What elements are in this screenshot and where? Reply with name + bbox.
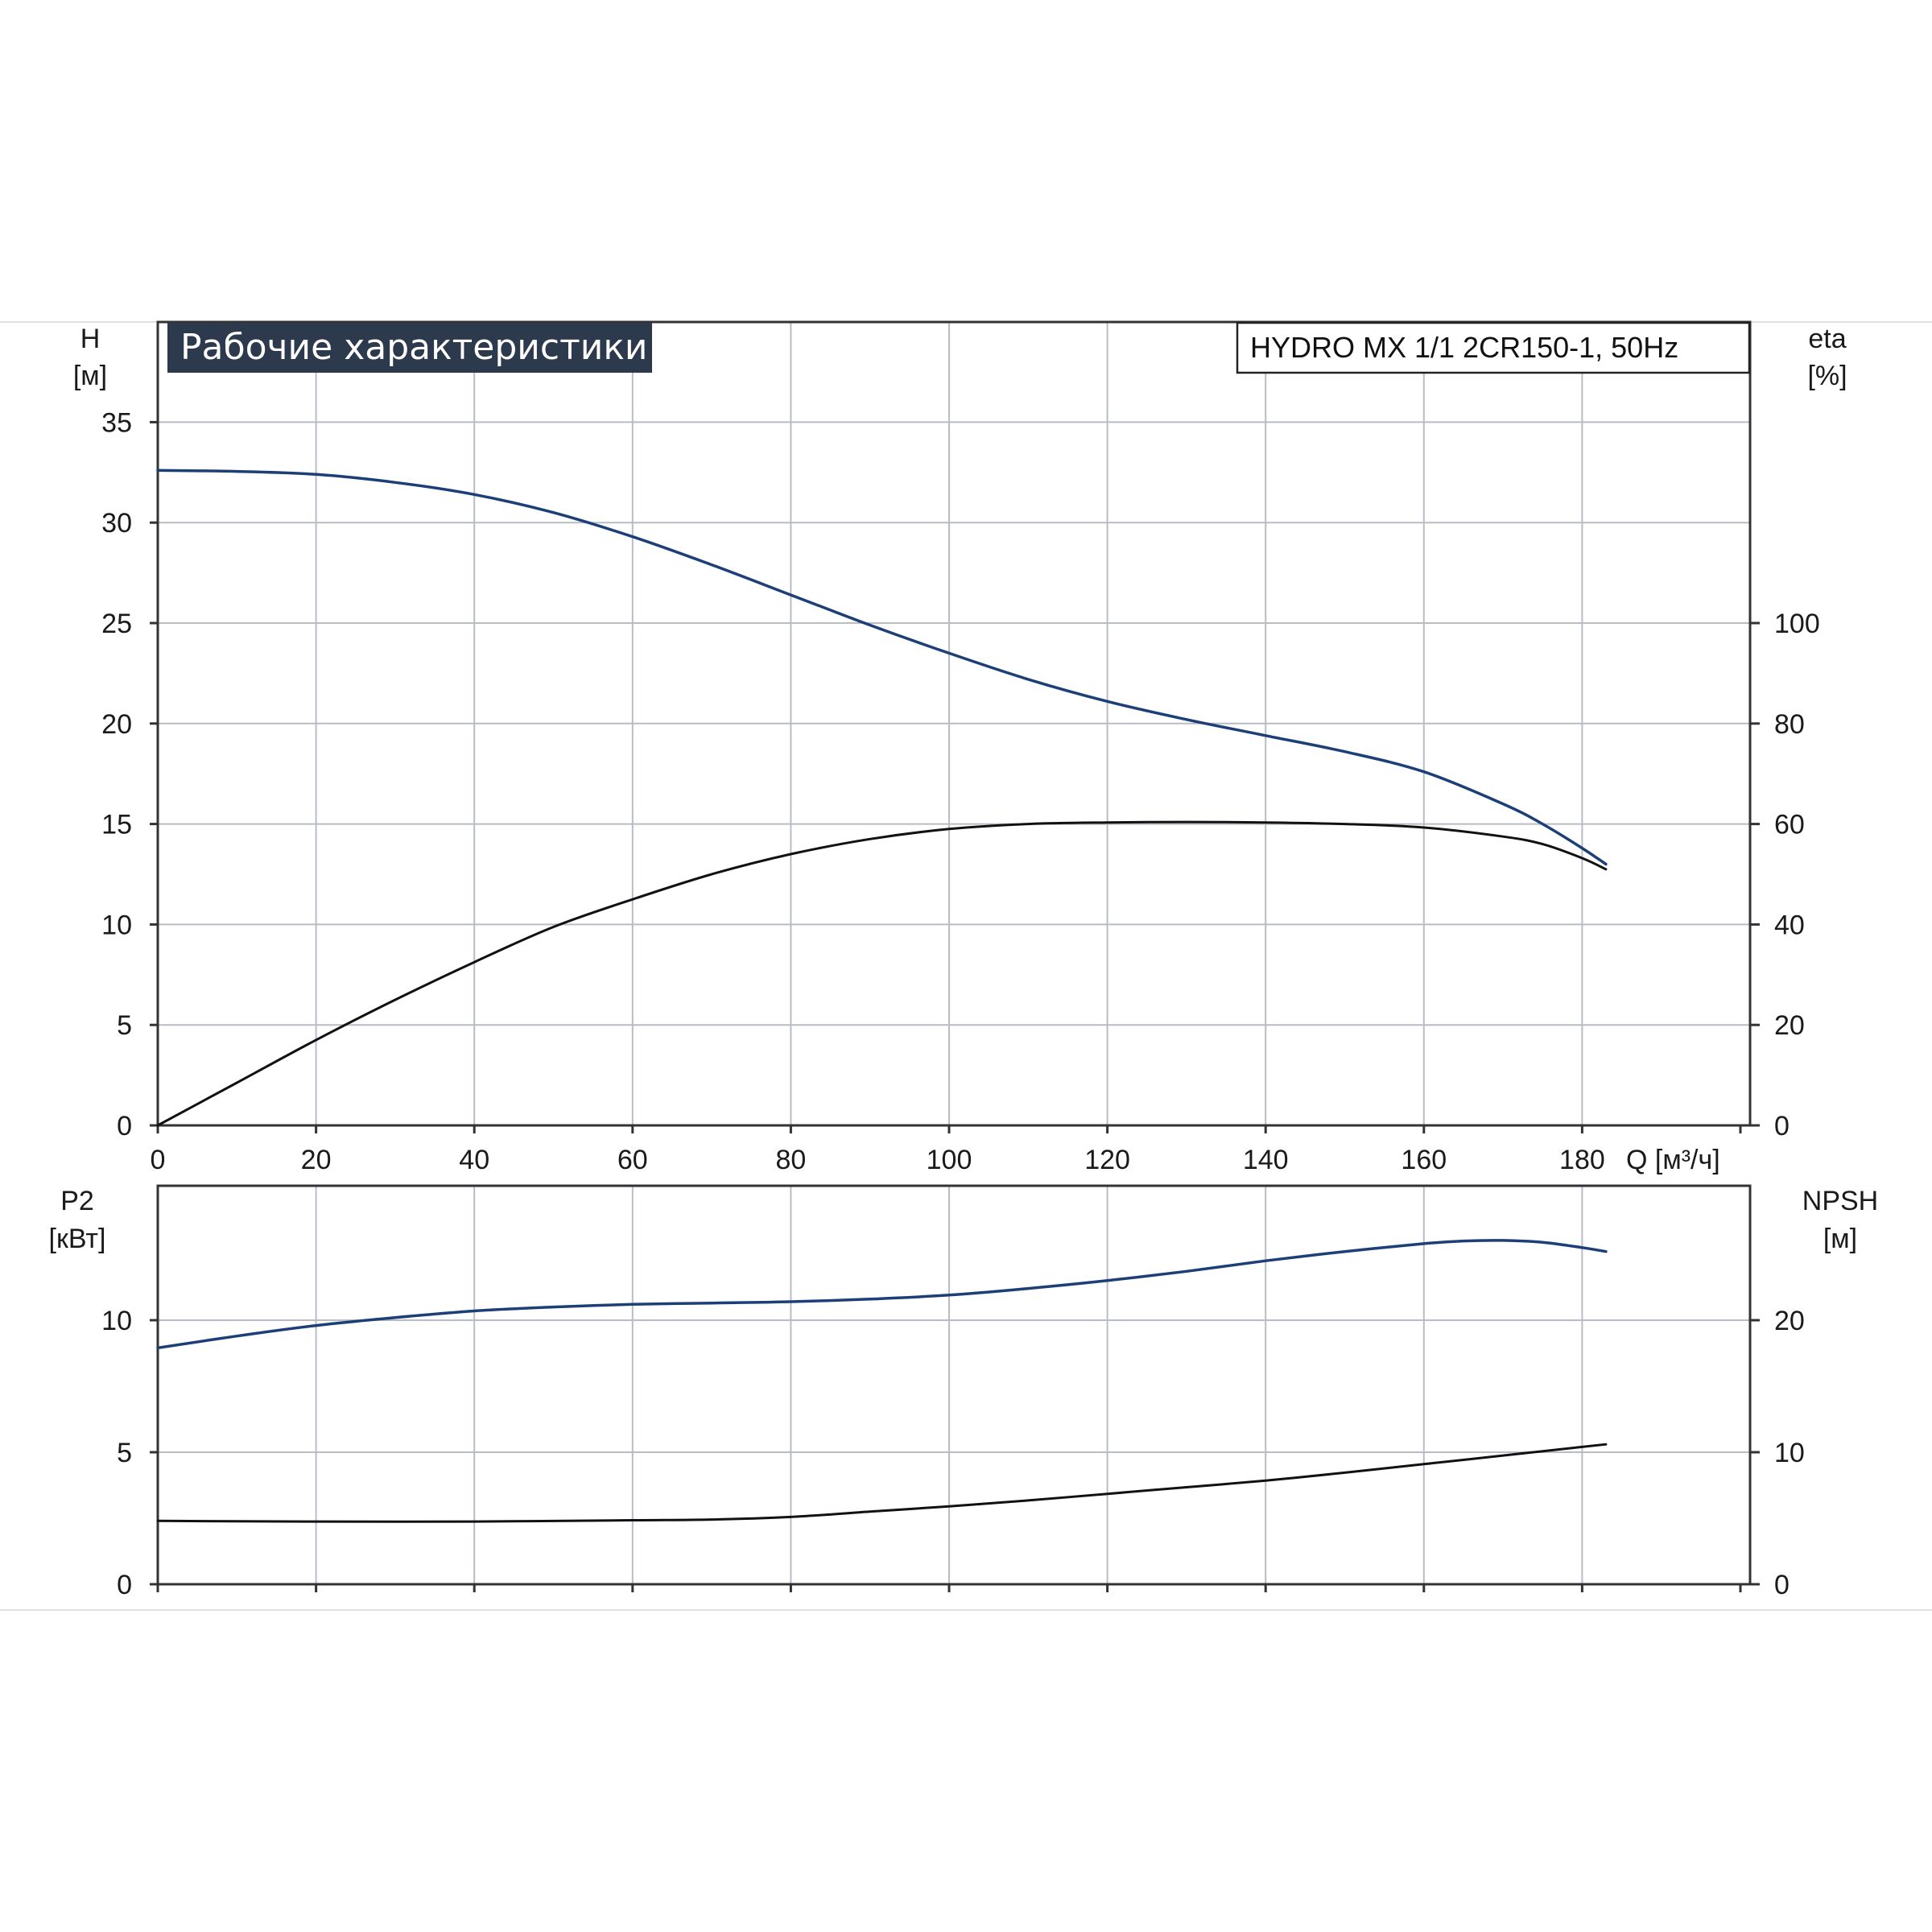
right-tick-label: 100 — [1774, 609, 1820, 639]
eta-axis-label: eta — [1808, 324, 1846, 354]
x-tick-label: 0 — [151, 1145, 166, 1175]
top-panel-curves — [156, 469, 1608, 1127]
efficiency-curve — [156, 820, 1608, 1127]
right-tick-label: 20 — [1774, 1010, 1805, 1041]
left-tick-label: 10 — [101, 1306, 132, 1336]
left-tick-label: 20 — [101, 709, 132, 740]
left-tick-label: 25 — [101, 609, 132, 639]
right-tick-label: 80 — [1774, 709, 1805, 740]
h-axis-unit: [м] — [73, 361, 107, 391]
chart-title: Рабочие характеристики — [180, 327, 648, 368]
eta-axis-unit: [%] — [1807, 361, 1847, 391]
top-panel-grid — [158, 322, 1750, 1125]
right-tick-label: 0 — [1774, 1111, 1790, 1141]
h-curve — [156, 469, 1608, 866]
right-tick-label: 10 — [1774, 1438, 1805, 1468]
right-tick-label: 20 — [1774, 1306, 1805, 1336]
top-panel-ticks: 0 5 10 15 20 25 30 35 0 20 40 60 80 100 0 20 40 60 80 100 12… — [101, 407, 1820, 1175]
left-tick-label: 10 — [101, 910, 132, 940]
right-tick-label: 60 — [1774, 810, 1805, 840]
x-tick-label: 80 — [775, 1145, 806, 1175]
left-tick-label: 35 — [101, 407, 132, 438]
left-tick-label: 0 — [117, 1570, 132, 1600]
x-tick-label: 140 — [1243, 1145, 1289, 1175]
right-tick-label: 0 — [1774, 1570, 1790, 1600]
right-tick-label: 40 — [1774, 910, 1805, 940]
npsh-axis-unit: [м] — [1823, 1224, 1857, 1254]
p2-axis-label: P2 — [60, 1186, 94, 1216]
bottom-panel-curves — [156, 1239, 1608, 1523]
left-tick-label: 5 — [117, 1438, 132, 1468]
left-tick-label: 15 — [101, 810, 132, 840]
left-tick-label: 5 — [117, 1010, 132, 1041]
h-axis-label: H — [80, 324, 101, 354]
p2-curve — [156, 1239, 1608, 1350]
model-label: HYDRO MX 1/1 2CR150-1, 50Hz — [1250, 331, 1678, 364]
x-tick-label: 60 — [617, 1145, 648, 1175]
left-tick-label: 0 — [117, 1111, 132, 1141]
npsh-curve — [156, 1443, 1608, 1523]
bottom-panel-ticks: 0 5 10 0 10 20 — [101, 1306, 1805, 1600]
left-tick-label: 30 — [101, 508, 132, 539]
model-box — [1236, 321, 1751, 374]
x-tick-label: 180 — [1559, 1145, 1605, 1175]
x-tick-label: 20 — [301, 1145, 332, 1175]
x-tick-label: 160 — [1401, 1145, 1447, 1175]
title-badge — [167, 323, 652, 373]
npsh-axis-label: NPSH — [1802, 1186, 1878, 1216]
bottom-panel-grid — [158, 1186, 1750, 1584]
bottom-panel-frame — [156, 1184, 1752, 1586]
q-axis-label: Q [м³/ч] — [1626, 1145, 1720, 1175]
p2-axis-unit: [кВт] — [49, 1224, 106, 1254]
x-tick-label: 100 — [927, 1145, 972, 1175]
x-tick-label: 120 — [1084, 1145, 1130, 1175]
x-tick-label: 40 — [459, 1145, 489, 1175]
